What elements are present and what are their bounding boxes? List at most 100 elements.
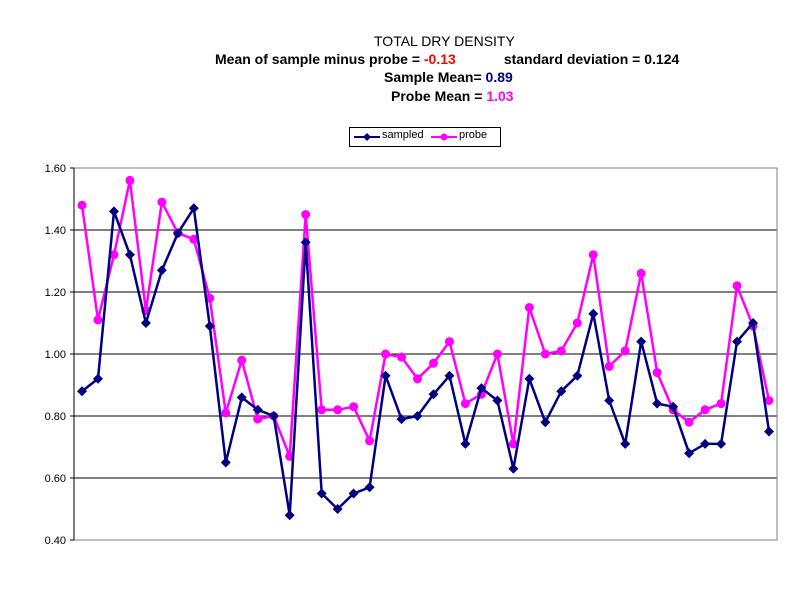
data-point-sampled: [476, 383, 487, 394]
data-point-probe: [349, 402, 359, 412]
probe-mean-value: 1.03: [486, 88, 514, 104]
data-point-sampled: [172, 228, 183, 239]
data-point-probe: [125, 175, 135, 185]
gridlines: [74, 229, 777, 479]
series-sampled: [77, 203, 774, 521]
data-point-sampled: [460, 438, 471, 449]
data-point-sampled: [332, 504, 343, 514]
series-probe: [77, 175, 774, 461]
probe-mean-label: Probe Mean =: [391, 88, 487, 104]
data-point-probe: [764, 396, 774, 405]
data-point-probe: [381, 349, 391, 359]
mean-difference-label: Mean of sample minus probe =: [215, 51, 424, 67]
data-point-sampled: [140, 318, 151, 328]
data-point-sampled: [428, 389, 439, 400]
data-point-sampled: [284, 510, 295, 521]
data-point-probe: [540, 349, 550, 359]
data-point-sampled: [236, 392, 247, 403]
series-layer: [77, 175, 774, 521]
data-point-sampled: [764, 426, 774, 437]
data-point-sampled: [156, 265, 167, 276]
y-tick-label: 0.40: [45, 535, 66, 547]
data-point-probe: [444, 337, 454, 347]
y-tick-label: 0.80: [45, 411, 66, 423]
data-point-sampled: [572, 370, 583, 381]
data-point-sampled: [396, 414, 407, 425]
data-point-probe: [588, 250, 598, 260]
sample-mean-label: Sample Mean=: [384, 69, 486, 85]
data-point-sampled: [252, 404, 263, 415]
data-point-probe: [317, 405, 327, 415]
sample-mean-value: 0.89: [485, 69, 513, 85]
data-point-sampled: [492, 395, 503, 406]
data-point-sampled: [652, 398, 663, 409]
series-line-probe: [80, 179, 771, 458]
legend-diamond-marker: [363, 133, 371, 141]
data-point-probe: [684, 417, 694, 427]
data-point-probe: [604, 361, 614, 371]
data-point-sampled: [108, 206, 119, 217]
data-point-probe: [428, 358, 438, 368]
data-point-probe: [365, 436, 375, 446]
data-point-sampled: [524, 373, 535, 384]
data-point-probe: [652, 368, 662, 378]
data-point-sampled: [316, 488, 327, 499]
data-point-sampled: [556, 386, 567, 397]
data-point-probe: [460, 399, 470, 409]
data-point-probe: [700, 405, 710, 415]
data-point-probe: [397, 352, 407, 362]
data-point-sampled: [124, 249, 135, 260]
data-point-probe: [716, 399, 726, 409]
mean-difference-value: -0.13: [423, 51, 456, 67]
data-point-probe: [556, 346, 566, 356]
data-point-sampled: [380, 370, 391, 381]
data-point-sampled: [220, 457, 231, 468]
data-point-probe: [572, 318, 582, 328]
data-point-sampled: [636, 336, 647, 347]
series-line-sampled: [81, 207, 771, 517]
mean-difference-line: Mean of sample minus probe = -0.13 standa…: [215, 51, 679, 67]
data-point-sampled: [604, 395, 615, 406]
sample-mean-line: Sample Mean= 0.89: [384, 69, 513, 85]
data-point-probe: [732, 281, 742, 291]
data-point-probe: [93, 315, 103, 325]
chart-legend: sampled probe: [349, 127, 501, 147]
chart-title: TOTAL DRY DENSITY: [374, 33, 515, 49]
data-point-sampled: [700, 438, 711, 449]
data-point-sampled: [412, 411, 423, 421]
data-point-sampled: [508, 463, 519, 474]
data-point-sampled: [300, 237, 311, 248]
y-tick-label: 1.20: [45, 287, 66, 299]
data-point-probe: [492, 349, 502, 359]
data-point-probe: [301, 210, 311, 219]
data-point-sampled: [540, 417, 551, 428]
data-point-sampled: [92, 373, 103, 384]
data-point-probe: [109, 250, 119, 260]
data-point-probe: [413, 374, 423, 384]
data-point-sampled: [620, 438, 631, 449]
data-point-sampled: [684, 448, 695, 459]
y-tick-label: 0.60: [45, 473, 66, 485]
data-point-sampled: [268, 411, 279, 421]
data-point-sampled: [77, 386, 87, 397]
data-point-sampled: [716, 438, 727, 449]
data-point-sampled: [748, 318, 759, 328]
data-point-probe: [77, 200, 87, 210]
data-point-sampled: [668, 401, 679, 412]
data-point-sampled: [732, 336, 743, 347]
data-point-probe: [636, 268, 646, 278]
data-point-probe: [524, 303, 534, 312]
data-point-probe: [620, 346, 630, 356]
legend-circle-marker: [440, 133, 448, 141]
data-point-probe: [333, 405, 343, 415]
y-tick-label: 1.60: [45, 163, 66, 175]
data-point-probe: [508, 439, 518, 449]
legend-label-sampled: sampled: [382, 129, 424, 141]
data-point-probe: [221, 408, 231, 418]
data-point-sampled: [588, 308, 599, 319]
data-point-sampled: [444, 370, 455, 381]
data-point-probe: [253, 414, 263, 424]
data-point-sampled: [364, 482, 375, 493]
legend-swatches: [354, 133, 457, 141]
